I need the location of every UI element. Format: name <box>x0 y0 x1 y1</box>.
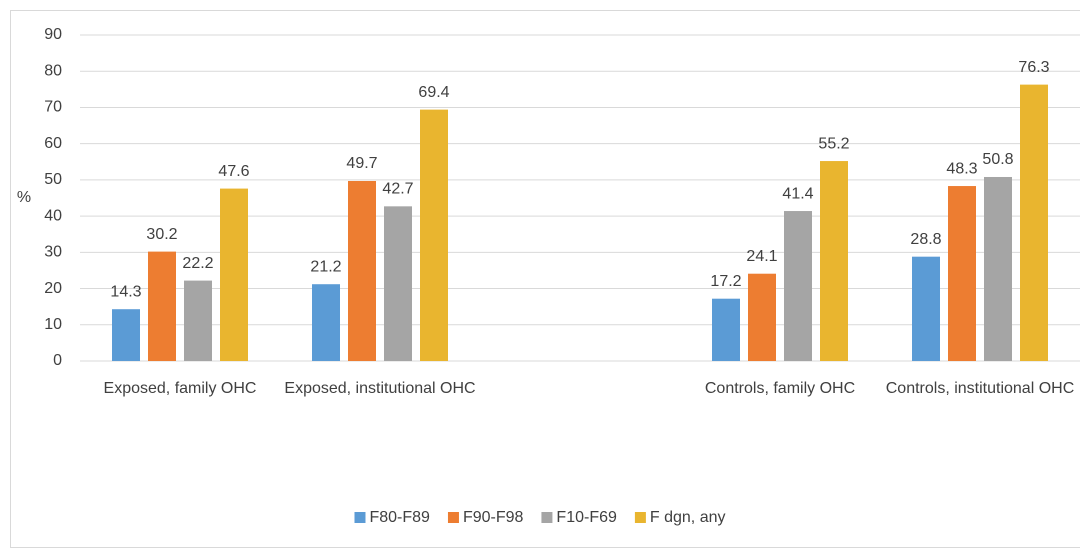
legend-item: F80-F89 <box>354 509 430 526</box>
x-tick-label: Exposed, institutional OHC <box>284 380 475 397</box>
legend-item: F90-F98 <box>447 509 524 526</box>
data-label: 50.8 <box>982 151 1013 168</box>
y-tick-label: 70 <box>44 99 62 116</box>
bar <box>184 280 212 361</box>
legend-item: F dgn, any <box>634 509 726 526</box>
data-label: 21.2 <box>310 258 341 275</box>
legend-label: F90-F98 <box>463 509 524 526</box>
data-label: 30.2 <box>146 226 177 243</box>
data-label: 47.6 <box>218 163 249 180</box>
bar <box>820 161 848 361</box>
y-tick-label: 90 <box>44 26 62 43</box>
bar <box>112 309 140 361</box>
y-tick-label: 80 <box>44 62 62 79</box>
bar <box>984 176 1012 361</box>
x-tick-label: Controls, family OHC <box>705 380 855 397</box>
bar <box>420 109 448 362</box>
legend-swatch <box>541 512 553 523</box>
y-tick-label: 40 <box>44 207 62 224</box>
y-tick-label: 30 <box>44 244 62 261</box>
data-label: 28.8 <box>910 231 941 248</box>
data-label: 48.3 <box>946 160 977 177</box>
bar <box>348 180 376 361</box>
y-axis-label: % <box>17 189 31 206</box>
bar <box>220 188 248 361</box>
bar <box>712 298 740 361</box>
legend-label: F80-F89 <box>369 509 430 526</box>
bar <box>948 186 976 361</box>
bar <box>784 211 812 361</box>
data-label: 49.7 <box>346 155 377 172</box>
y-tick-label: 60 <box>44 135 62 152</box>
data-label: 41.4 <box>782 185 813 202</box>
legend-swatch <box>354 512 366 523</box>
data-label: 69.4 <box>418 84 449 101</box>
bar <box>912 256 940 361</box>
chart-frame <box>10 10 1080 548</box>
data-label: 17.2 <box>710 273 741 290</box>
bar <box>1020 84 1048 361</box>
y-tick-label: 10 <box>44 316 62 333</box>
y-tick-label: 20 <box>44 280 62 297</box>
legend-label: F10-F69 <box>556 509 617 526</box>
data-label: 24.1 <box>746 248 777 265</box>
x-tick-label: Exposed, family OHC <box>104 380 257 397</box>
data-label: 42.7 <box>382 181 413 198</box>
legend-item: F10-F69 <box>541 509 617 526</box>
data-label: 22.2 <box>182 255 213 272</box>
bar <box>748 273 776 361</box>
x-tick-label: Controls, institutional OHC <box>886 380 1075 397</box>
legend-swatch <box>447 512 459 523</box>
legend-swatch <box>634 512 646 523</box>
data-label: 55.2 <box>818 135 849 152</box>
legend-label: F dgn, any <box>650 509 726 526</box>
y-tick-label: 0 <box>53 352 62 369</box>
data-label: 76.3 <box>1018 59 1049 76</box>
bar <box>384 206 412 361</box>
data-label: 14.3 <box>110 283 141 300</box>
y-tick-label: 50 <box>44 171 62 188</box>
bar <box>148 251 176 361</box>
bar <box>312 284 340 361</box>
